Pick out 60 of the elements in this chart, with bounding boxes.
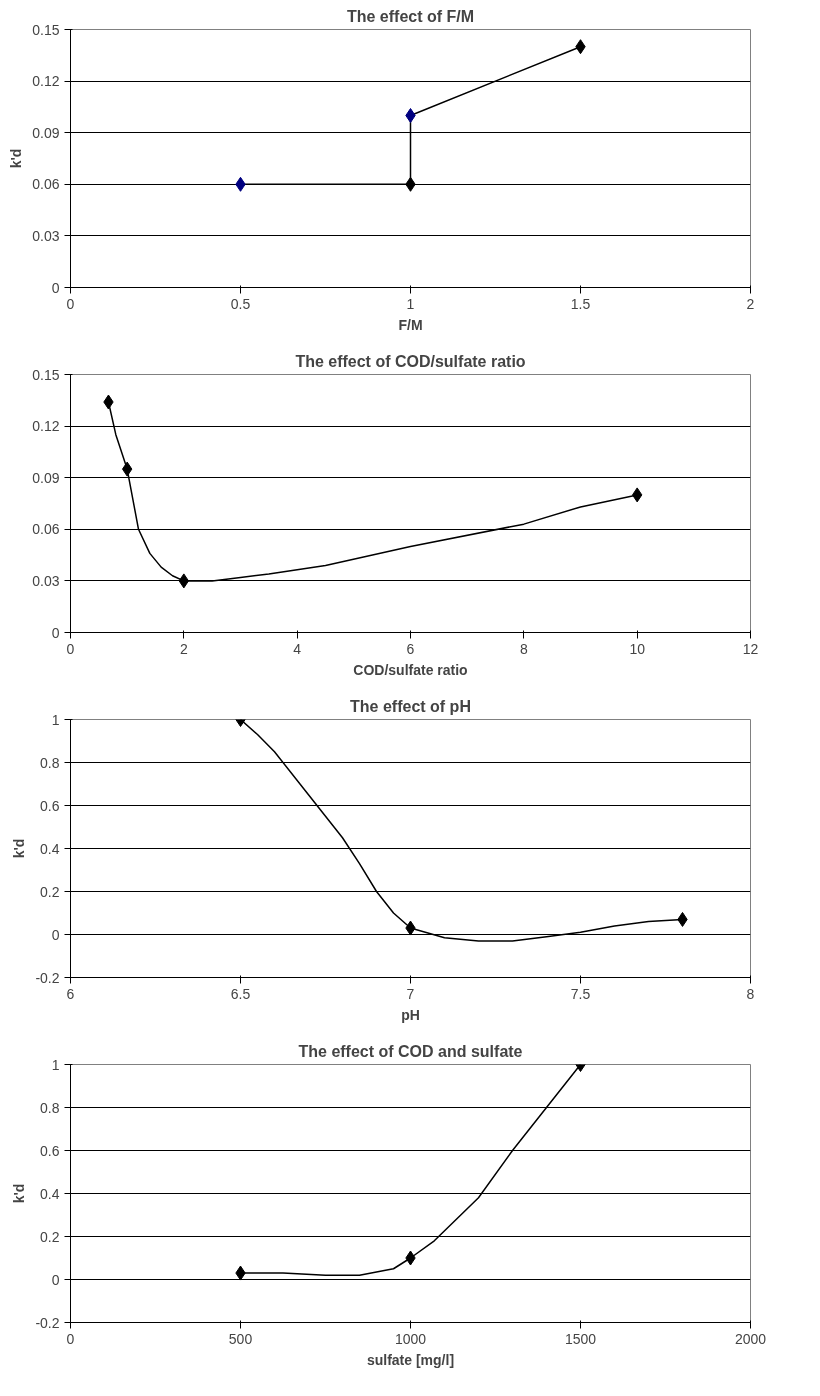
y-tick-label: 0.09 — [32, 469, 60, 486]
y-tick-label: 1 — [51, 711, 60, 728]
x-tick-label: 2000 — [734, 1330, 767, 1347]
y-tick-label: 0.12 — [32, 73, 60, 90]
chart-title: The effect of pH — [350, 697, 471, 715]
x-tick-label: 7.5 — [570, 985, 591, 1002]
y-tick-label: 0.03 — [32, 572, 60, 589]
chart-title: The effect of COD and sulfate — [298, 1042, 523, 1060]
y-tick-label: 0 — [51, 624, 60, 641]
chart-title: The effect of COD/sulfate ratio — [295, 352, 526, 370]
y-tick-label: 0.15 — [32, 366, 60, 383]
y-tick-label: 0.06 — [32, 176, 60, 193]
y-axis-title: k'd — [11, 838, 28, 859]
x-tick-label: 500 — [228, 1330, 253, 1347]
chart-title: The effect of F/M — [346, 7, 475, 25]
x-axis-title: sulfate [mg/l] — [366, 1351, 455, 1368]
y-tick-label: 0 — [51, 926, 60, 943]
x-tick-label: 7 — [406, 985, 415, 1002]
point — [405, 108, 416, 123]
x-axis-title: F/M — [398, 316, 423, 333]
y-tick-label: 0.2 — [40, 1228, 60, 1245]
x-tick-label: 6 — [66, 985, 75, 1002]
y-tick-label: -0.2 — [35, 969, 60, 986]
y-tick-label: 0 — [51, 279, 60, 296]
x-axis-title: pH — [401, 1006, 420, 1023]
y-tick-label: -0.2 — [35, 1314, 60, 1331]
y-tick-label: 0.2 — [40, 883, 60, 900]
x-axis-title: COD/sulfate ratio — [353, 661, 468, 678]
y-axis-title: k'd — [11, 1183, 28, 1204]
x-tick-label: 0 — [66, 640, 75, 657]
y-tick-label: 0.09 — [32, 124, 60, 141]
x-tick-label: 0 — [66, 295, 75, 312]
x-tick-label: 8 — [746, 985, 755, 1002]
x-tick-label: 1 — [406, 295, 415, 312]
y-tick-label: 0.03 — [32, 227, 60, 244]
y-tick-label: 0.6 — [40, 1142, 60, 1159]
x-tick-label: 10 — [629, 640, 646, 657]
y-tick-label: 0.8 — [40, 754, 60, 771]
y-tick-label: 0.6 — [40, 797, 60, 814]
x-tick-label: 1.5 — [570, 295, 591, 312]
x-tick-label: 8 — [519, 640, 528, 657]
y-tick-label: 0.06 — [32, 521, 60, 538]
x-tick-label: 0.5 — [230, 295, 251, 312]
y-tick-label: 1 — [51, 1056, 60, 1073]
x-tick-label: 6 — [406, 640, 415, 657]
x-tick-label: 4 — [293, 640, 302, 657]
x-tick-label: 1500 — [564, 1330, 597, 1347]
y-tick-label: 0.4 — [40, 840, 60, 857]
x-tick-label: 2 — [179, 640, 188, 657]
y-tick-label: 0 — [51, 1271, 60, 1288]
x-tick-label: 6.5 — [230, 985, 251, 1002]
x-tick-label: 2 — [746, 295, 755, 312]
y-tick-label: 0.12 — [32, 418, 60, 435]
x-tick-label: 0 — [66, 1330, 75, 1347]
x-tick-label: 12 — [742, 640, 759, 657]
y-axis-title: k'd — [8, 148, 25, 169]
y-tick-label: 0.4 — [40, 1185, 60, 1202]
x-tick-label: 1000 — [394, 1330, 427, 1347]
y-tick-label: 0.8 — [40, 1099, 60, 1116]
y-tick-label: 0.15 — [32, 21, 60, 38]
